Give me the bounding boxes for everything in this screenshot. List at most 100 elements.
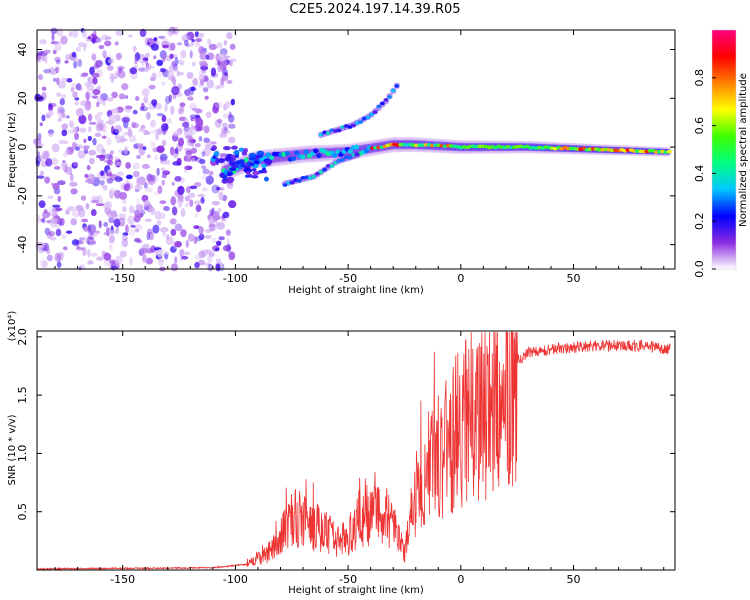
- noise-blob: [168, 94, 173, 103]
- noise-blob: [125, 161, 132, 169]
- noise-blob: [90, 252, 98, 257]
- noise-blob: [39, 122, 43, 127]
- noise-blob: [57, 195, 62, 202]
- noise-blob: [87, 179, 95, 185]
- noise-blob: [62, 166, 66, 171]
- noise-blob: [61, 112, 66, 118]
- noise-blob: [83, 146, 89, 151]
- onset-blob: [233, 151, 240, 155]
- noise-blob: [224, 72, 228, 77]
- noise-blob: [71, 141, 77, 149]
- noise-blob: [170, 105, 175, 115]
- noise-blob: [110, 78, 115, 84]
- noise-blob: [228, 251, 236, 261]
- noise-blob: [159, 200, 167, 205]
- x-tick-label: 50: [567, 272, 581, 285]
- noise-blob: [139, 28, 147, 38]
- noise-blob: [194, 40, 201, 48]
- noise-blob: [169, 42, 176, 51]
- noise-blob: [159, 226, 169, 233]
- noise-blob: [41, 54, 46, 62]
- noise-blob: [160, 68, 166, 73]
- lower-branch: [344, 155, 349, 160]
- noise-blob: [73, 161, 79, 167]
- noise-blob: [191, 61, 196, 67]
- noise-blob: [148, 84, 156, 90]
- noise-blob: [133, 144, 139, 149]
- lower-branch: [304, 175, 309, 180]
- noise-blob: [122, 206, 127, 213]
- noise-blob: [181, 34, 190, 42]
- noise-blob: [49, 217, 59, 224]
- noise-blob: [184, 195, 191, 202]
- noise-blob: [177, 200, 183, 208]
- noise-blob: [162, 44, 169, 49]
- noise-blob: [211, 184, 220, 194]
- noise-blob: [198, 135, 203, 142]
- noise-blob: [161, 114, 167, 123]
- noise-blob: [38, 200, 46, 209]
- noise-blob: [172, 26, 179, 36]
- noise-blob: [171, 85, 180, 96]
- y-tick-label: 0.5: [16, 503, 29, 520]
- colorbar-tick-label: 0.4: [693, 165, 706, 183]
- noise-blob: [78, 114, 87, 125]
- noise-blob: [138, 58, 145, 64]
- noise-blob: [208, 225, 218, 231]
- noise-blob: [62, 152, 68, 158]
- noise-blob: [116, 171, 125, 177]
- noise-blob: [125, 95, 129, 99]
- noise-blob: [156, 167, 160, 176]
- lower-branch: [326, 164, 331, 168]
- noise-blob: [86, 164, 91, 171]
- snr-y-ticks: 0.5 1.0 1.5 2.0: [16, 328, 675, 520]
- spectrogram-frame: [36, 29, 676, 270]
- noise-blob: [92, 138, 97, 146]
- noise-blob: [69, 121, 75, 128]
- noise-blob: [81, 218, 89, 223]
- main-trace-core: [240, 162, 246, 168]
- noise-blob: [105, 226, 110, 237]
- noise-blob: [107, 210, 113, 218]
- noise-blob: [133, 224, 143, 231]
- noise-blob: [65, 148, 70, 155]
- x-tick-label: -150: [110, 272, 135, 285]
- noise-blob: [72, 91, 78, 99]
- noise-blob: [134, 57, 138, 65]
- noise-blob: [69, 172, 74, 182]
- noise-blob: [179, 102, 186, 108]
- noise-blob: [161, 81, 166, 86]
- noise-blob: [81, 236, 89, 243]
- lower-branch: [286, 181, 291, 185]
- noise-blob: [57, 180, 66, 186]
- upper-branch: [333, 129, 338, 133]
- noise-blob: [179, 249, 185, 257]
- noise-blob: [36, 55, 43, 64]
- noise-blob: [147, 176, 156, 186]
- lower-branch: [282, 183, 288, 187]
- noise-blob: [87, 224, 97, 233]
- noise-blob: [55, 228, 62, 237]
- x-tick-label: -50: [339, 272, 357, 285]
- noise-blob: [106, 97, 114, 102]
- noise-blob: [96, 85, 102, 90]
- main-trace-core: [294, 150, 300, 156]
- x-tick-label: -100: [223, 573, 248, 586]
- noise-blob: [57, 81, 66, 89]
- lower-branch: [297, 179, 302, 183]
- noise-blob: [44, 176, 51, 184]
- noise-blob: [51, 69, 57, 76]
- noise-blob: [99, 180, 105, 186]
- noise-blob: [71, 29, 79, 38]
- onset-blob: [224, 156, 232, 161]
- noise-blob: [164, 95, 171, 105]
- noise-blob: [160, 158, 165, 162]
- noise-blob: [183, 165, 188, 173]
- noise-blob: [148, 231, 155, 241]
- noise-blob: [107, 159, 114, 166]
- noise-blob: [75, 83, 82, 91]
- noise-blob: [65, 209, 70, 215]
- noise-blob: [184, 202, 190, 208]
- onset-blob: [231, 164, 240, 169]
- noise-blob: [193, 200, 202, 205]
